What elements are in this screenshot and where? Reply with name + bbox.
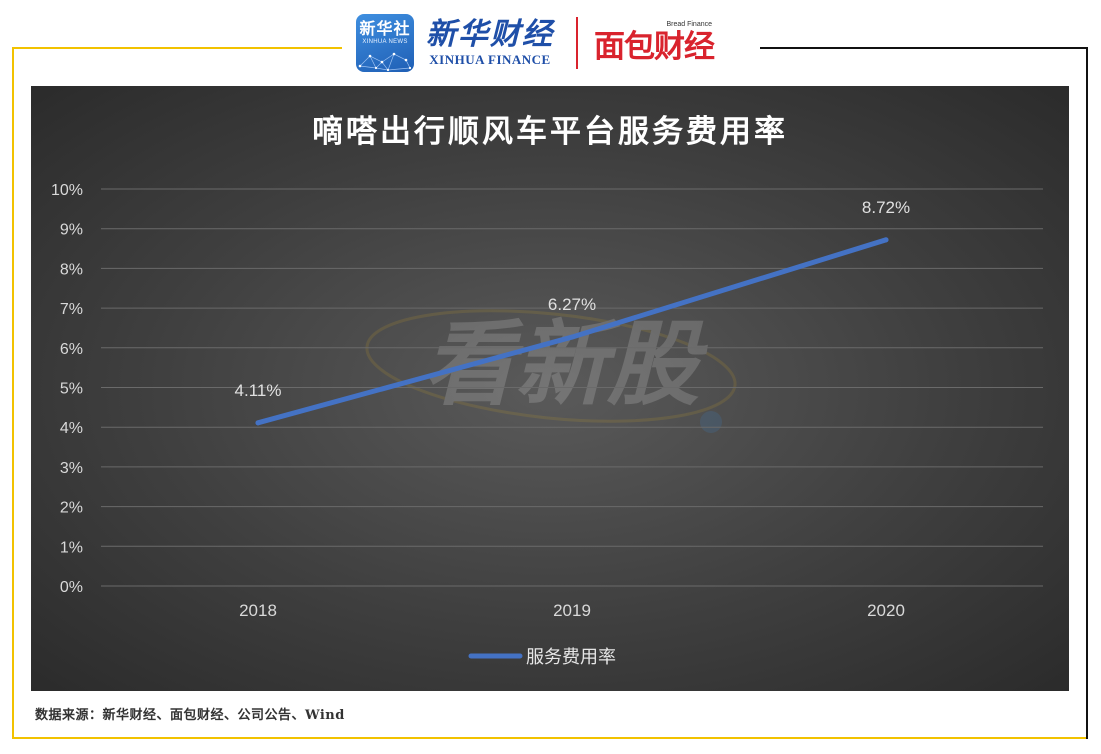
bread-finance-en: Bread Finance <box>666 21 712 28</box>
y-tick-label: 9% <box>60 222 83 239</box>
data-point <box>883 237 889 243</box>
data-point <box>569 334 575 340</box>
xinhua-badge-en: XINHUA NEWS <box>362 39 408 45</box>
y-tick-label: 3% <box>60 460 83 477</box>
xinhua-badge-cn: 新华社 <box>359 19 411 38</box>
watermark-orbit <box>365 309 737 423</box>
data-labels: 4.11% 6.27% 8.72% <box>235 198 911 400</box>
bread-finance-cn: 面包财经 <box>594 29 715 65</box>
xinhua-finance-en: XINHUA FINANCE <box>429 52 551 67</box>
legend-label: 服务费用率 <box>526 647 616 668</box>
logo-divider <box>576 17 578 69</box>
xinhua-finance-cn: 新华财经 <box>426 17 554 52</box>
y-tick-label: 4% <box>60 420 83 437</box>
watermark-dot <box>700 411 722 433</box>
grid-lines <box>101 188 1043 587</box>
frame-line-left <box>12 47 14 739</box>
line-chart: 看新股 嘀嗒出行顺风车平台服务费用率 0% 1% 2% 3% 4% 5% 6% 7% 8% 9% 1… <box>51 114 1043 668</box>
x-tick-label: 2020 <box>867 601 905 620</box>
xinhua-finance-logo: 新华财经 XINHUA FINANCE <box>426 18 554 68</box>
legend: 服务费用率 <box>468 647 616 668</box>
frame-line-right <box>1086 47 1088 739</box>
series-layer <box>255 237 889 426</box>
network-icon <box>358 52 412 72</box>
x-axis-ticks: 2018 2019 2020 <box>239 601 905 620</box>
y-tick-label: 6% <box>60 341 83 358</box>
y-axis-ticks: 0% 1% 2% 3% 4% 5% 6% 7% 8% 9% 10% <box>51 182 83 596</box>
frame-line-bottom <box>12 737 1088 739</box>
header-logos: 新华社 XINHUA NEWS 新华财经 XINHUA FINANCE Brea… <box>356 10 715 76</box>
data-label: 8.72% <box>862 198 910 217</box>
data-label: 6.27% <box>548 295 596 314</box>
data-label: 4.11% <box>235 381 282 400</box>
x-tick-label: 2019 <box>553 601 591 620</box>
y-tick-label: 8% <box>60 261 83 278</box>
y-tick-label: 1% <box>60 539 83 556</box>
data-source-note: 数据来源：新华财经、面包财经、公司公告、Wind <box>35 708 345 723</box>
watermark: 看新股 <box>365 309 737 433</box>
y-tick-label: 10% <box>51 182 83 199</box>
bread-finance-logo: Bread Finance 面包财经 <box>594 21 715 65</box>
y-tick-label: 2% <box>60 500 83 517</box>
xinhua-news-logo: 新华社 XINHUA NEWS <box>356 14 414 72</box>
chart-title: 嘀嗒出行顺风车平台服务费用率 <box>312 114 788 150</box>
chart-panel: 看新股 嘀嗒出行顺风车平台服务费用率 0% 1% 2% 3% 4% 5% 6% 7% 8% 9% 1… <box>31 86 1069 691</box>
y-tick-label: 0% <box>60 579 83 596</box>
y-tick-label: 5% <box>60 381 83 398</box>
frame-line-top-right <box>760 47 1088 49</box>
y-tick-label: 7% <box>60 301 83 318</box>
x-tick-label: 2018 <box>239 601 277 620</box>
frame-line-top-left <box>12 47 342 49</box>
data-point <box>255 420 261 426</box>
